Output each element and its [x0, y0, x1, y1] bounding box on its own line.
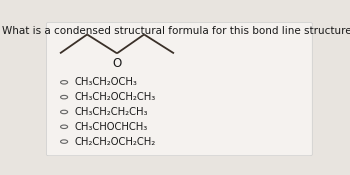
Text: CH₃CH₂OCH₂CH₃: CH₃CH₂OCH₂CH₃: [75, 92, 156, 102]
Text: CH₂CH₂OCH₂CH₂: CH₂CH₂OCH₂CH₂: [75, 137, 156, 147]
Text: CH₃CH₂CH₂CH₃: CH₃CH₂CH₂CH₃: [75, 107, 148, 117]
Text: O: O: [112, 57, 121, 70]
FancyBboxPatch shape: [47, 22, 312, 156]
Text: CH₃CHOCHCH₃: CH₃CHOCHCH₃: [75, 122, 148, 132]
Text: What is a condensed structural formula for this bond line structure?: What is a condensed structural formula f…: [2, 26, 350, 36]
Text: CH₃CH₂OCH₃: CH₃CH₂OCH₃: [75, 77, 138, 87]
